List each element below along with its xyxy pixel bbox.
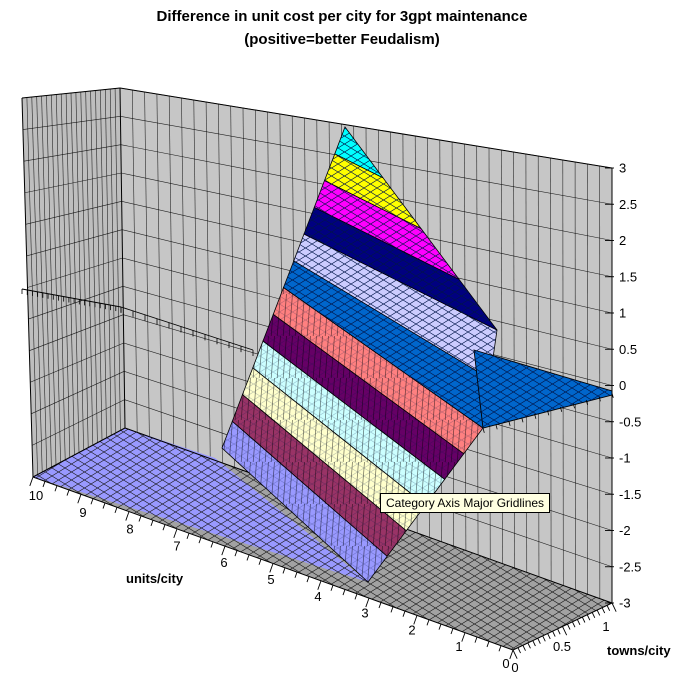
category-axis-major-gridline	[21, 288, 254, 356]
value-tick-label: -0.5	[619, 414, 641, 429]
value-tick-label: 0.5	[619, 342, 637, 357]
chart-title-line1: Difference in unit cost per city for 3gp…	[156, 8, 528, 25]
series-axis-title: towns/city	[607, 643, 671, 658]
series-tick-label: 0	[511, 660, 518, 675]
category-tick-label: 8	[126, 522, 133, 537]
value-tick-label: -1	[619, 451, 631, 466]
value-tick-label: -2	[619, 523, 631, 538]
surface-ridge	[221, 126, 498, 583]
value-tick-label: 0	[619, 378, 626, 393]
value-tick-label: -1.5	[619, 487, 641, 502]
category-tick-label: 1	[455, 639, 462, 654]
value-tick-label: 2	[619, 233, 626, 248]
value-tick-label: 2.5	[619, 197, 637, 212]
category-tick-label: 6	[220, 555, 227, 570]
category-tick-label: 4	[314, 589, 321, 604]
series-axis: 00.51	[511, 602, 617, 675]
category-tick-label: 0	[502, 656, 509, 671]
gridlines-tooltip: Category Axis Major Gridlines	[380, 493, 551, 513]
value-tick-label: 1	[619, 306, 626, 321]
series-tick-label: 0.5	[553, 639, 571, 654]
category-tick-label: 10	[29, 488, 43, 503]
value-tick-label: 3	[619, 161, 626, 176]
value-tick-label: -2.5	[619, 559, 641, 574]
chart-title-line2: (positive=better Feudalism)	[244, 31, 440, 48]
value-tick-label: -3	[619, 596, 631, 611]
category-tick-label: 2	[408, 622, 415, 637]
value-axis: 3 2.5 2 1.5 1 0.5 0 -0.5 -1 -1.5 -2 -2.5 -3	[605, 161, 641, 611]
category-tick-label: 5	[267, 572, 274, 587]
series-tick-label: 1	[602, 619, 609, 634]
category-tick-label: 7	[173, 538, 180, 553]
value-tick-label: 1.5	[619, 269, 637, 284]
category-tick-label: 9	[79, 505, 86, 520]
category-tick-label: 3	[361, 606, 368, 621]
category-axis-title: units/city	[126, 571, 184, 586]
